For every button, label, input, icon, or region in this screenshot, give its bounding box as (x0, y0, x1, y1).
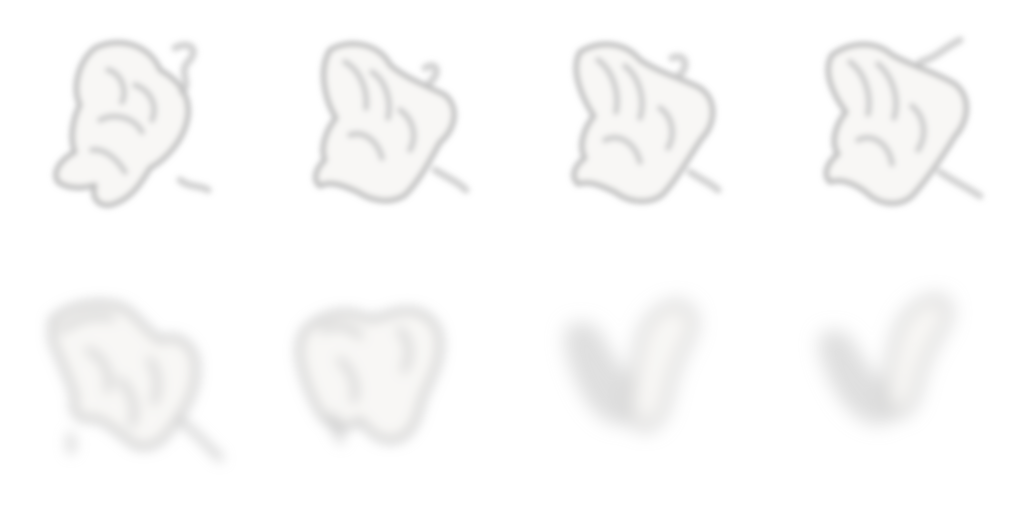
smoke-frame-1 (53, 40, 212, 208)
smoke-frame-7 (564, 301, 697, 431)
smoke-frame-8 (818, 295, 952, 425)
smoke-frame-5 (49, 300, 224, 462)
smoke-frame-6 (296, 308, 443, 446)
smoke-frame-3 (571, 41, 722, 204)
smoke-frame-4 (823, 36, 984, 206)
smoke-frame-2 (313, 41, 470, 204)
